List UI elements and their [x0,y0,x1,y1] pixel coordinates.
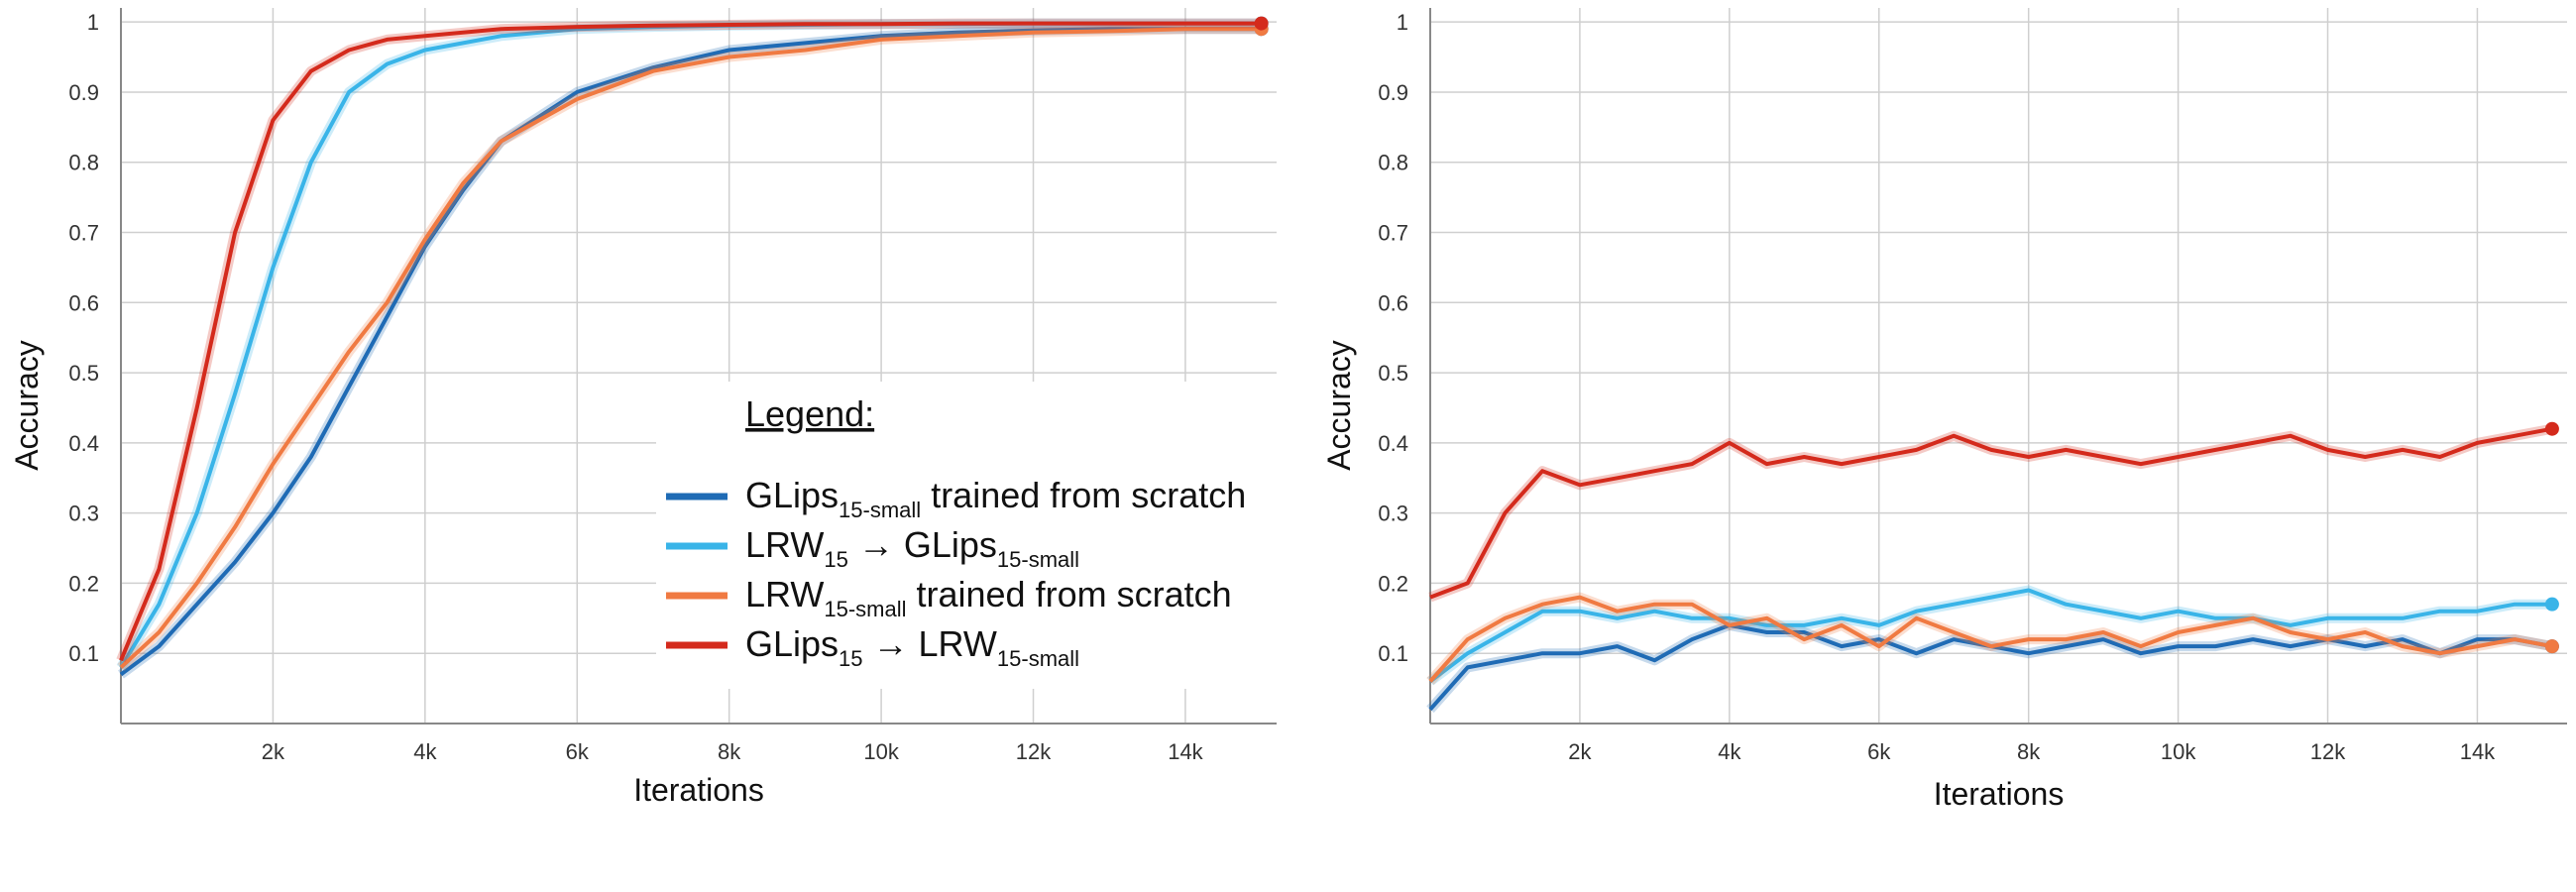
y-axis-label: Accuracy [1321,340,1357,471]
y-tick-label: 0.7 [68,221,99,246]
x-tick-label: 12k [2310,739,2346,764]
series-line-3 [119,21,1262,662]
legend-item-1: LRW15 → GLips15-small [745,524,1079,572]
y-tick-label: 0.9 [1378,80,1408,105]
legend-subscript: 15 [839,646,862,671]
legend: Legend:GLips15-small trained from scratc… [656,382,1287,689]
legend-item-2: LRW15-small trained from scratch [745,574,1232,621]
x-tick-label: 14k [2460,739,2496,764]
y-tick-label: 0.4 [1378,431,1408,456]
legend-text: → GLips [848,524,997,565]
series-end-point-2 [2544,639,2559,654]
x-tick-label: 12k [1016,739,1052,764]
x-axis-label: Iterations [633,772,764,808]
y-tick-label: 0.1 [68,641,99,666]
y-tick-label: 0.2 [1378,571,1408,596]
x-tick-label: 10k [863,739,899,764]
legend-text: LRW [745,574,824,614]
series-line-2 [1428,595,2553,683]
x-tick-label: 8k [2017,739,2041,764]
y-tick-label: 0.5 [68,361,99,386]
y-tick-label: 1 [1397,10,1408,35]
x-tick-label: 14k [1168,739,1203,764]
legend-text: trained from scratch [907,574,1232,614]
y-tick-label: 0.3 [1378,502,1408,526]
legend-text: GLips [745,623,839,664]
series-line-3 [1429,426,2553,600]
legend-subscript: 15-small [839,498,921,522]
x-tick-label: 4k [1718,739,1741,764]
series-end-point-3 [1254,16,1269,31]
legend-subscript: 15-small [824,597,906,621]
x-tick-label: 10k [2161,739,2196,764]
series-end-point-1 [2544,597,2559,612]
y-tick-label: 0.4 [68,431,99,456]
legend-text: trained from scratch [921,475,1246,515]
series-line-1 [1428,588,2552,684]
y-tick-label: 0.9 [68,80,99,105]
legend-subscript: 15 [824,547,847,572]
legend-title: Legend: [745,393,874,434]
x-tick-label: 2k [262,739,285,764]
x-axis-label: Iterations [1934,776,2065,812]
x-tick-label: 6k [566,739,590,764]
legend-subscript: 15-small [997,547,1079,572]
legend-subscript: 15-small [997,646,1079,671]
y-tick-label: 1 [87,10,99,35]
legend-background [656,382,1287,689]
y-tick-label: 0.7 [1378,221,1408,246]
legend-text: → LRW [863,623,997,664]
y-tick-label: 0.1 [1378,641,1408,666]
series-line-2 [119,27,1262,669]
y-tick-label: 0.8 [1378,151,1408,175]
x-tick-label: 8k [718,739,741,764]
y-tick-label: 0.5 [1378,361,1408,386]
y-tick-label: 0.3 [68,502,99,526]
y-tick-label: 0.6 [1378,290,1408,315]
x-tick-label: 4k [413,739,437,764]
legend-item-3: GLips15 → LRW15-small [745,623,1079,671]
x-tick-label: 2k [1568,739,1592,764]
y-axis-label: Accuracy [9,340,45,471]
series-end-point-3 [2544,421,2559,436]
y-tick-label: 0.8 [68,151,99,175]
legend-text: LRW [745,524,824,565]
legend-text: GLips [745,475,839,515]
y-tick-label: 0.6 [68,290,99,315]
x-tick-label: 6k [1867,739,1891,764]
y-tick-label: 0.2 [68,571,99,596]
legend-item-0: GLips15-small trained from scratch [745,475,1246,522]
